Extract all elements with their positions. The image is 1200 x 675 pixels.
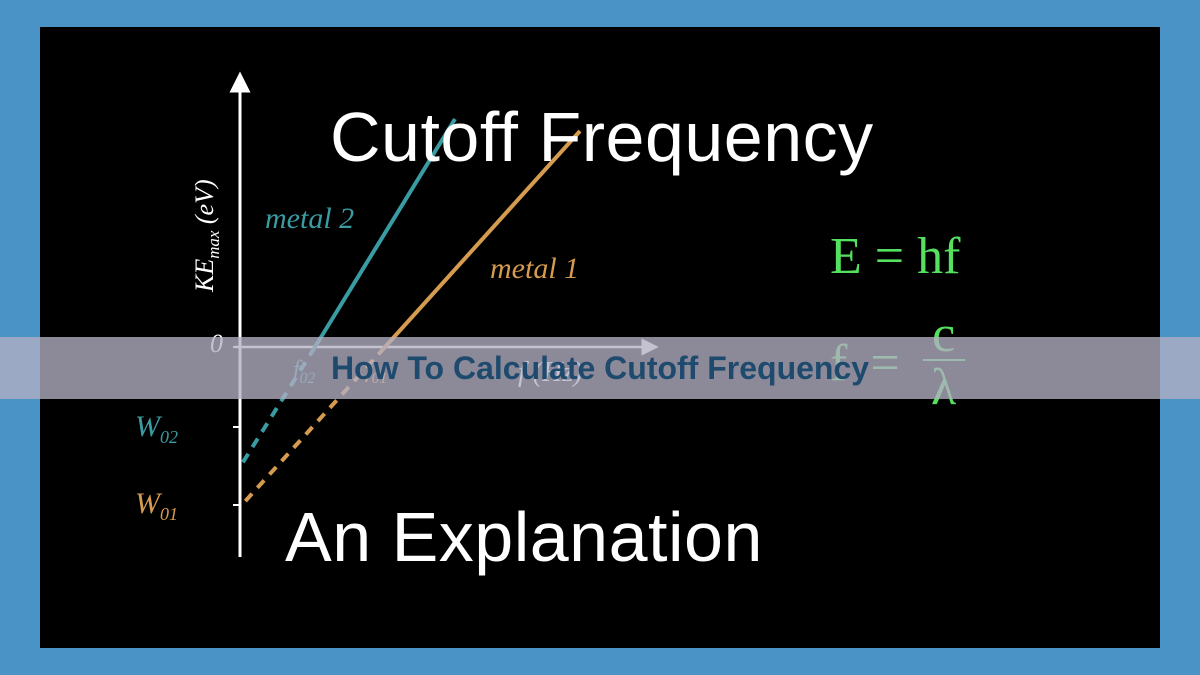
- overlay-banner: How To Calculate Cutoff Frequency: [0, 337, 1200, 399]
- w01-label: W01: [135, 487, 178, 525]
- banner-text: How To Calculate Cutoff Frequency: [331, 350, 869, 387]
- title-bottom: An Explanation: [285, 497, 763, 577]
- title-top: Cutoff Frequency: [330, 97, 874, 177]
- metal-2-label: metal 2: [265, 202, 354, 236]
- metal-1-label: metal 1: [490, 252, 579, 286]
- formula-e-equals-hf: E = hf: [830, 227, 960, 286]
- w02-label: W02: [135, 410, 178, 448]
- y-axis-label: KEmax (eV): [190, 179, 224, 292]
